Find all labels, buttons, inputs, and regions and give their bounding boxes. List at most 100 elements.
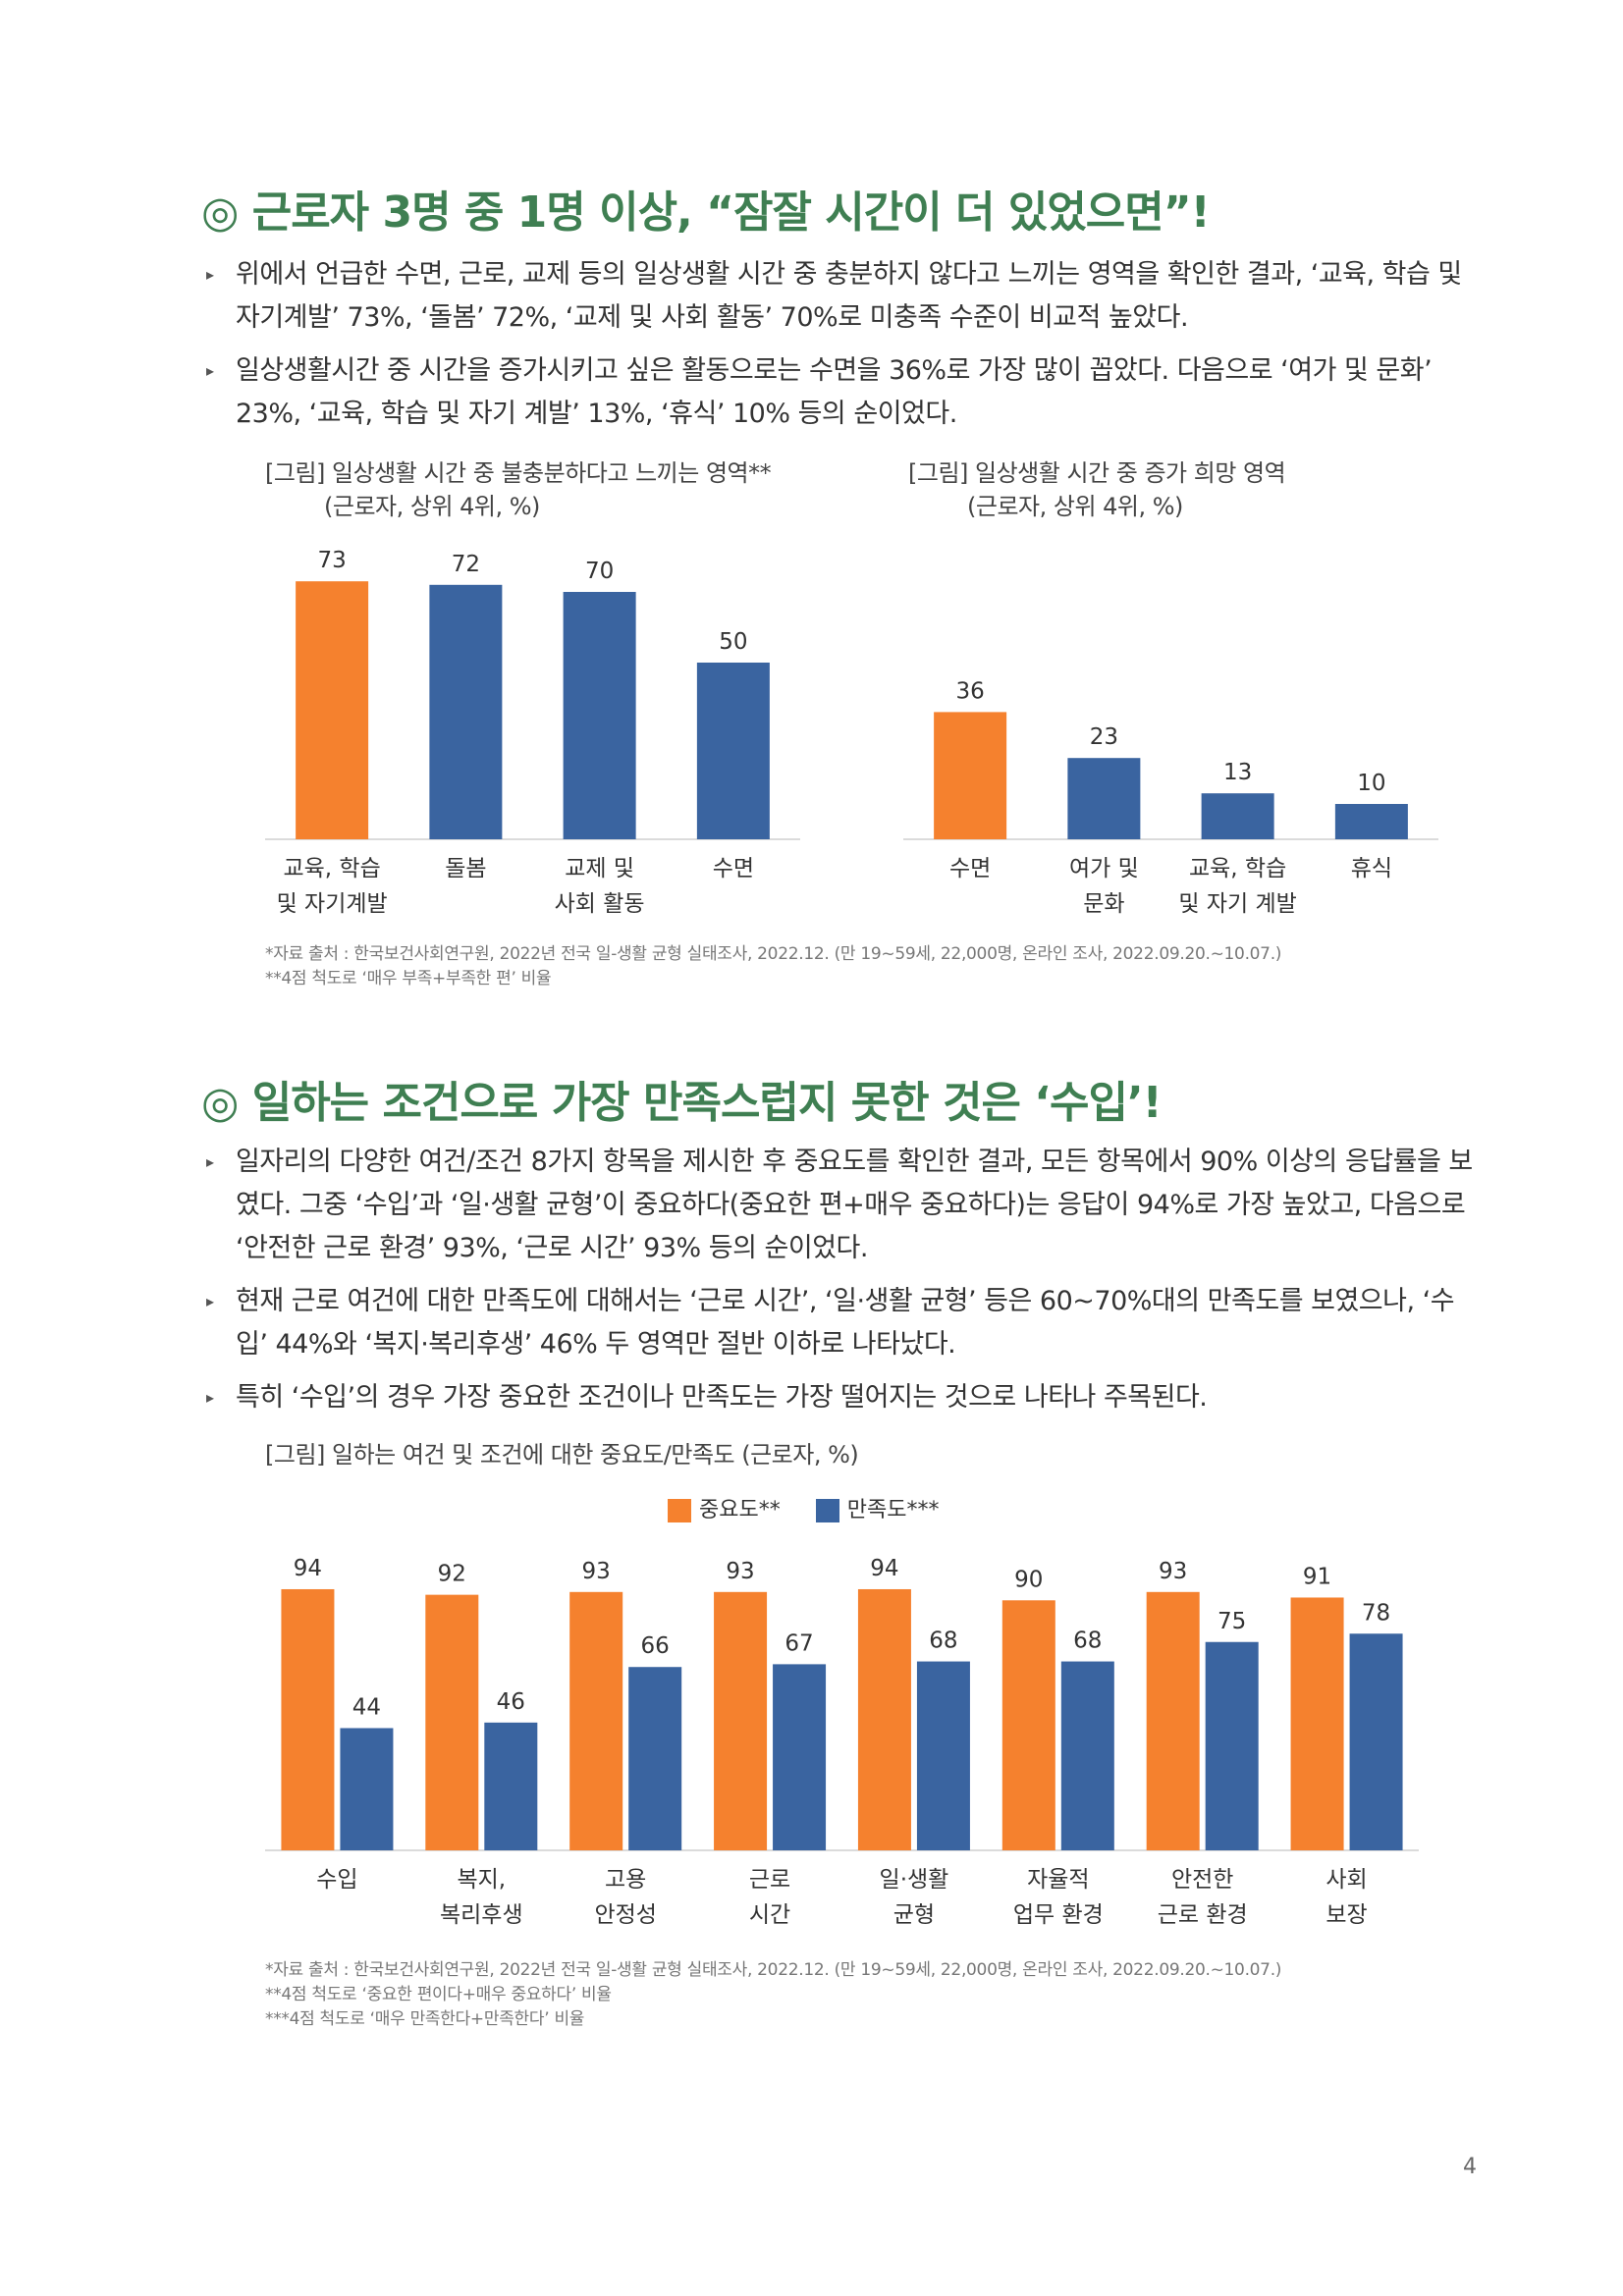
bullet-item: 특히 ‘수입’의 경우 가장 중요한 조건이나 만족도는 가장 떨어지는 것으로… <box>206 1376 1483 1419</box>
category-label: 돌봄 <box>445 856 486 881</box>
data-label: 93 <box>582 1559 611 1584</box>
importance-bar <box>857 1588 911 1850</box>
chart-caption: [그림] 일하는 여건 및 조건에 대한 중요도/만족도 (근로자, %) <box>265 1441 859 1468</box>
category-label: 교제 및 <box>565 856 634 881</box>
category-label: 수면 <box>949 856 991 881</box>
category-label: 안전한 <box>1171 1867 1233 1893</box>
category-label: 문화 <box>1083 891 1124 917</box>
data-label: 75 <box>1217 1609 1246 1634</box>
category-label: 및 자기 계발 <box>1178 891 1296 917</box>
satisfaction-bar <box>1349 1633 1403 1850</box>
category-label: 보장 <box>1325 1902 1367 1928</box>
satisfaction-bar <box>340 1728 394 1850</box>
chart-left-subcaption: (근로자, 상위 4위, %) <box>324 493 540 520</box>
chart-right-subcaption: (근로자, 상위 4위, %) <box>967 493 1183 520</box>
category-label: 업무 환경 <box>1013 1902 1104 1928</box>
chart-bar <box>1201 793 1274 839</box>
category-label: 안정성 <box>594 1902 656 1928</box>
data-label: 93 <box>1159 1559 1187 1584</box>
data-label: 72 <box>452 552 480 577</box>
data-label: 66 <box>641 1633 670 1659</box>
satisfaction-bar <box>773 1664 827 1850</box>
category-label: 시간 <box>749 1902 790 1928</box>
data-label: 92 <box>438 1562 466 1587</box>
legend-label: 중요도** <box>699 1498 781 1522</box>
legend-swatch <box>668 1499 691 1522</box>
category-label: 복지, <box>457 1867 506 1893</box>
category-label: 균형 <box>893 1902 935 1928</box>
footnote: **4점 척도로 ‘중요한 편이다+매우 중요하다’ 비율 <box>265 1985 612 2004</box>
legend-swatch <box>815 1499 839 1522</box>
category-label: 교육, 학습 <box>1189 856 1286 881</box>
category-label: 근로 환경 <box>1158 1902 1248 1928</box>
data-label: 23 <box>1090 724 1118 750</box>
satisfaction-bar <box>1060 1661 1114 1850</box>
satisfaction-bar <box>484 1722 538 1850</box>
chart-bar <box>1067 758 1141 839</box>
section2-heading: ◎ 일하는 조건으로 가장 만족스럽지 못한 것은 ‘수입’! <box>201 1078 1163 1128</box>
satisfaction-bar <box>916 1661 970 1850</box>
data-label: 13 <box>1223 760 1252 785</box>
category-label: 휴식 <box>1351 856 1392 881</box>
chart-left-caption: [그림] 일상생활 시간 중 불충분하다고 느끼는 영역** <box>265 459 772 487</box>
category-label: 사회 활동 <box>555 891 645 917</box>
data-label: 50 <box>719 629 747 655</box>
data-label: 73 <box>317 548 346 573</box>
category-label: 및 자기계발 <box>277 891 388 917</box>
importance-bar <box>1290 1597 1344 1850</box>
chart-bar <box>429 584 503 839</box>
satisfaction-bar <box>1205 1641 1259 1850</box>
importance-bar <box>569 1591 623 1850</box>
data-label: 68 <box>929 1629 957 1654</box>
data-label: 93 <box>726 1559 754 1584</box>
category-label: 일·생활 <box>880 1867 949 1893</box>
category-label: 근로 <box>749 1867 790 1893</box>
data-label: 44 <box>352 1694 381 1720</box>
page-number: 4 <box>1463 2155 1477 2179</box>
bullet-item: 현재 근로 여건에 대한 만족도에 대해서는 ‘근로 시간’, ‘일·생활 균형… <box>206 1280 1483 1366</box>
chart-bar <box>1334 804 1408 839</box>
legend-item: 중요도** <box>668 1492 781 1523</box>
data-label: 94 <box>870 1556 898 1581</box>
importance-bar <box>714 1591 768 1850</box>
data-label: 36 <box>955 678 984 704</box>
data-label: 46 <box>497 1689 525 1715</box>
section2-bullets: 일자리의 다양한 여건/조건 8가지 항목을 제시한 후 중요도를 확인한 결과… <box>206 1141 1483 1429</box>
data-label: 67 <box>784 1630 813 1656</box>
bullet-item: 일자리의 다양한 여건/조건 8가지 항목을 제시한 후 중요도를 확인한 결과… <box>206 1141 1483 1270</box>
importance-bar <box>425 1594 479 1850</box>
category-label: 수면 <box>713 856 754 881</box>
importance-bar <box>281 1588 335 1850</box>
chart-right-caption: [그림] 일상생활 시간 중 증가 희망 영역 <box>908 459 1286 487</box>
chart-bar <box>563 592 636 839</box>
satisfaction-bar <box>628 1667 682 1850</box>
category-label: 교육, 학습 <box>283 856 380 881</box>
chart-bar <box>934 712 1007 839</box>
section1-bullets: 위에서 언급한 수면, 근로, 교제 등의 일상생활 시간 중 충분하지 않다고… <box>206 253 1483 446</box>
bullet-item: 위에서 언급한 수면, 근로, 교제 등의 일상생활 시간 중 충분하지 않다고… <box>206 253 1483 340</box>
importance-bar <box>1001 1600 1055 1850</box>
data-label: 94 <box>294 1556 322 1581</box>
data-label: 90 <box>1014 1567 1043 1592</box>
category-label: 여가 및 <box>1069 856 1139 881</box>
category-label: 복리후생 <box>440 1902 523 1928</box>
bullet-item: 일상생활시간 중 시간을 증가시키고 싶은 활동으로는 수면을 36%로 가장 … <box>206 349 1483 436</box>
desired-increase-bar-chart: 36 수면 23 여가 및문화 13 교육, 학습및 자기 계발 10 휴식 <box>903 678 1438 917</box>
category-label: 수입 <box>316 1867 357 1893</box>
source-note: *자료 출처 : 한국보건사회연구원, 2022년 전국 일-생활 균형 실태조… <box>265 1960 1282 1980</box>
footnote: ***4점 척도로 ‘매우 만족한다+만족한다’ 비율 <box>265 2009 585 2029</box>
data-label: 10 <box>1357 771 1385 796</box>
section1-heading: ◎ 근로자 3명 중 1명 이상, “잠잘 시간이 더 있었으면”! <box>201 187 1211 238</box>
legend-item: 만족도*** <box>815 1492 940 1523</box>
data-label: 78 <box>1362 1600 1390 1626</box>
importance-bar <box>1146 1591 1200 1850</box>
unmet-time-bar-chart: 73 교육, 학습및 자기계발 72 돌봄 70 교제 및사회 활동 50 수면 <box>265 548 800 917</box>
chart-bar <box>296 581 369 839</box>
category-label: 고용 <box>605 1867 646 1893</box>
legend-label: 만족도*** <box>846 1498 940 1522</box>
category-label: 사회 <box>1325 1867 1367 1893</box>
footnote: **4점 척도로 ‘매우 부족+부족한 편’ 비율 <box>265 969 552 988</box>
data-label: 91 <box>1303 1564 1331 1589</box>
data-label: 68 <box>1073 1629 1102 1654</box>
